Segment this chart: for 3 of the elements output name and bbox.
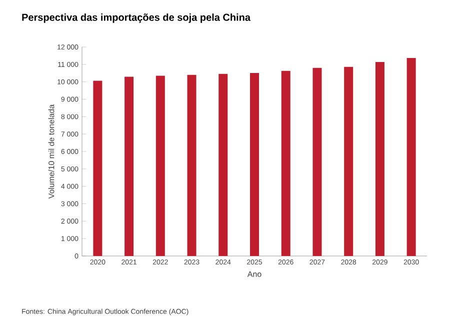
y-axis-title: Volume/10 mil de tonelada (48, 104, 54, 199)
x-axis-title: Ano (247, 271, 262, 277)
chart-title: Perspectiva das importações de soja pela China (22, 14, 251, 23)
